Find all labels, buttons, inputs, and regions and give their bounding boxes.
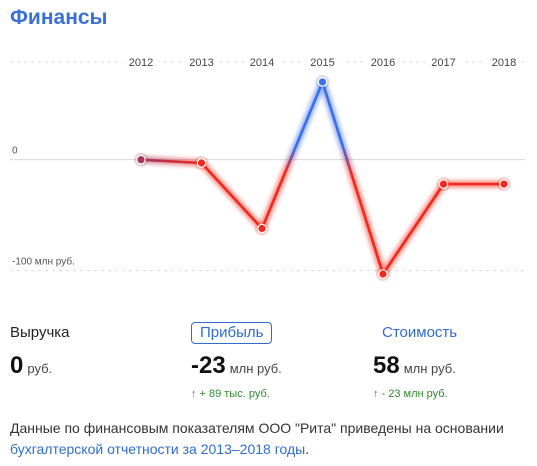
metric-profit-value: -23 xyxy=(191,352,226,379)
tab-profit[interactable]: Прибыль xyxy=(191,322,273,344)
x-tick-label: 2015 xyxy=(310,57,334,69)
data-point[interactable] xyxy=(136,154,146,165)
y-tick-label: 0 xyxy=(12,146,18,157)
x-tick-label-bg xyxy=(486,55,522,69)
metric-value-delta-text: - 23 млн руб. xyxy=(381,388,448,400)
finance-chart: 2012 2013 2014 2015 2016 2017 2018 0 -100 млн р… xyxy=(10,55,525,282)
x-tick-label: 2018 xyxy=(492,57,516,69)
data-point[interactable] xyxy=(438,179,449,189)
arrow-up-icon: ↑ xyxy=(373,388,379,400)
series-line-segment xyxy=(321,80,385,276)
x-tick-label: 2012 xyxy=(129,57,153,69)
x-tick-label-bg xyxy=(365,55,401,69)
data-point[interactable] xyxy=(196,158,207,168)
x-tick-label-bg xyxy=(183,55,220,69)
metric-value-unit: млн руб. xyxy=(403,361,456,376)
metric-value[interactable]: Стоимость 58 млн руб. ↑ - 23 млн руб. xyxy=(373,322,457,400)
series-line-segment xyxy=(260,80,324,230)
data-point[interactable] xyxy=(257,223,267,234)
metric-value-delta: ↑ - 23 млн руб. xyxy=(373,388,457,400)
metric-profit[interactable]: Прибыль -23 млн руб. ↑ + 89 тыс. руб. xyxy=(191,322,282,400)
x-tick-label: 2014 xyxy=(250,57,274,69)
metrics-panel: Выручка 0 руб. Прибыль -23 млн руб. ↑ + 89 … xyxy=(0,322,537,402)
metric-revenue-label: Выручка xyxy=(10,324,70,341)
metric-profit-unit: млн руб. xyxy=(229,361,282,376)
data-point[interactable] xyxy=(499,179,509,189)
arrow-up-icon: ↑ xyxy=(191,388,197,400)
metric-revenue: Выручка 0 руб. xyxy=(10,322,70,380)
x-tick-label-bg xyxy=(123,55,159,69)
metric-profit-delta-text: + 89 тыс. руб. xyxy=(199,388,270,400)
metric-revenue-unit: руб. xyxy=(27,361,53,376)
data-point[interactable] xyxy=(317,77,328,87)
x-tick-label-bg xyxy=(425,55,462,69)
series-line-segment xyxy=(200,161,264,230)
footnote-suffix: . xyxy=(305,441,310,457)
x-tick-label-bg xyxy=(244,55,280,69)
x-tick-label: 2016 xyxy=(371,57,395,69)
page-title: Финансы xyxy=(10,6,108,29)
y-tick-label: -100 млн руб. xyxy=(12,256,75,268)
metric-value-value: 58 xyxy=(373,352,400,379)
x-tick-label: 2013 xyxy=(189,57,213,69)
metric-revenue-value: 0 xyxy=(10,352,24,379)
series-line-segment xyxy=(139,158,203,165)
series-line-segment xyxy=(381,182,445,276)
tab-value[interactable]: Стоимость xyxy=(382,324,458,341)
data-point[interactable] xyxy=(378,269,388,279)
x-tick-label: 2017 xyxy=(431,57,455,69)
x-tick-label-bg xyxy=(304,55,341,69)
footnote-link[interactable]: бухгалтерской отчетности за 2013–2018 го… xyxy=(10,441,306,457)
footnote-text: Данные по финансовым показателям ООО "Ри… xyxy=(10,420,504,436)
metric-profit-delta: ↑ + 89 тыс. руб. xyxy=(191,388,282,400)
footnote: Данные по финансовым показателям ООО "Ри… xyxy=(10,418,525,460)
